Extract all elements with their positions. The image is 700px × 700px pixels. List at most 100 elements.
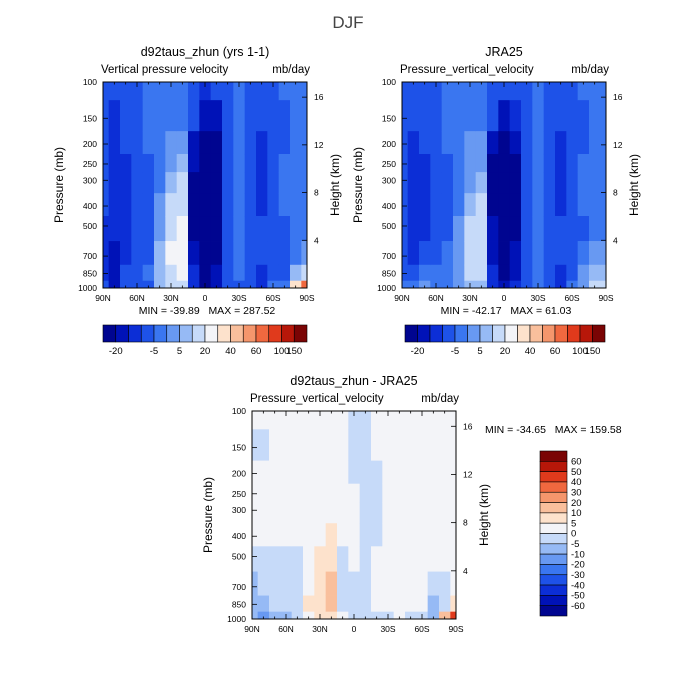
field-cell — [120, 280, 132, 289]
field-cell — [382, 523, 395, 547]
y-tick-label: 200 — [232, 469, 246, 479]
field-cell — [600, 100, 607, 132]
field-cell — [359, 523, 372, 547]
colorbar-swatch — [255, 324, 270, 343]
colorbar-swatch — [230, 324, 244, 343]
field-cell — [566, 264, 579, 282]
field-cell — [278, 82, 291, 101]
field-cell — [371, 460, 383, 485]
field-cell — [108, 193, 121, 217]
field-cell — [278, 280, 291, 289]
field-cell — [290, 280, 302, 289]
field-cell — [188, 193, 200, 217]
field-cell — [233, 172, 246, 194]
field-cell — [427, 595, 440, 613]
field-cell — [453, 131, 465, 155]
field-cell — [450, 460, 457, 485]
field-cell — [475, 82, 488, 101]
field-cell — [382, 546, 395, 572]
field-cell — [521, 280, 533, 289]
colorbar-swatch — [504, 324, 518, 343]
x-tick-label: 90S — [598, 293, 613, 303]
field-cell — [301, 82, 308, 101]
x-tick-label: 30S — [530, 293, 545, 303]
field-cell — [450, 611, 457, 620]
field-cell — [348, 429, 361, 462]
field-cell — [210, 153, 223, 173]
y-tick-label: 700 — [382, 251, 396, 261]
field-cell — [359, 611, 372, 620]
field-cell — [555, 82, 567, 101]
colorbar-swatch — [539, 543, 568, 555]
field-cell — [188, 100, 200, 132]
field-cell — [280, 502, 293, 524]
colorbar-label: 20 — [500, 346, 511, 357]
field-cell — [325, 595, 338, 613]
field-cell — [314, 595, 327, 613]
y-right-axis-label: Height (km) — [328, 154, 342, 216]
field-cell — [267, 100, 280, 132]
field-cell — [382, 571, 395, 596]
field-cell — [120, 193, 132, 217]
field-cell — [532, 216, 545, 242]
colorbar-swatch — [579, 324, 593, 343]
y-right-tick-label: 8 — [613, 188, 618, 198]
y-tick-label: 1000 — [227, 614, 246, 624]
field-cell — [427, 546, 440, 572]
field-cell — [555, 131, 567, 155]
field-cell — [521, 131, 533, 155]
field-cell — [450, 595, 457, 613]
field-cell — [303, 483, 315, 503]
field-cell — [280, 429, 293, 462]
field-cell — [498, 264, 511, 282]
field-cell — [154, 264, 166, 282]
field-cell — [359, 595, 372, 613]
field-cell — [416, 483, 429, 503]
field-cell — [419, 241, 431, 266]
colorbar-label: 40 — [525, 346, 536, 357]
field-cell — [589, 216, 601, 242]
colorbar-label: 60 — [251, 346, 262, 357]
colorbar-swatch — [128, 324, 142, 343]
field-cell — [256, 131, 268, 155]
field-cell — [131, 131, 144, 155]
field-cell — [120, 100, 132, 132]
field-cell — [103, 264, 110, 282]
field-cell — [301, 280, 308, 289]
field-cell — [475, 280, 488, 289]
y-right-tick-label: 8 — [463, 518, 468, 528]
field-cell — [176, 153, 189, 173]
field-cell — [199, 153, 212, 173]
field-cell — [303, 460, 315, 485]
field-cell — [199, 100, 212, 132]
field-cell — [256, 216, 268, 242]
colorbar-swatch — [479, 324, 493, 343]
field-cell — [252, 483, 259, 503]
field-cell — [233, 193, 246, 217]
x-tick-label: 60S — [564, 293, 579, 303]
field-cell — [278, 264, 291, 282]
field-cell — [577, 216, 590, 242]
colorbar-label: -5 — [451, 346, 459, 357]
field-cell — [154, 100, 166, 132]
field-cell — [555, 100, 567, 132]
field-cell — [405, 523, 417, 547]
field-cell — [371, 523, 383, 547]
field-cell — [450, 571, 457, 596]
field-cell — [244, 172, 257, 194]
y-tick-label: 1000 — [78, 283, 97, 293]
field-cell — [487, 100, 499, 132]
field-cell — [475, 153, 488, 173]
field-cell — [269, 502, 281, 524]
field-cell — [290, 100, 302, 132]
field-cell — [441, 153, 454, 173]
field-cell — [359, 502, 372, 524]
field-cell — [244, 153, 257, 173]
stats-label: MIN = -39.89 MAX = 287.52 — [139, 305, 276, 317]
field-cell — [509, 216, 522, 242]
colorbar-swatch — [539, 481, 568, 493]
field-cell — [407, 153, 420, 173]
field-cell — [393, 546, 406, 572]
field-cell — [188, 264, 200, 282]
field-cell — [301, 131, 308, 155]
